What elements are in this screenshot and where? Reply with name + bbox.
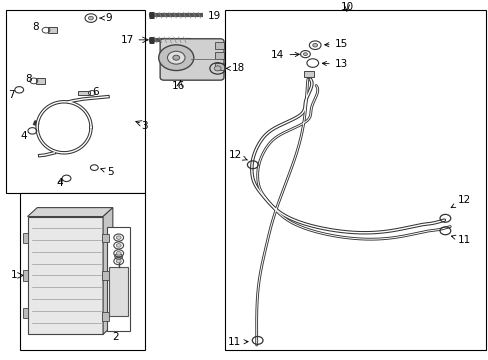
Circle shape [167,51,184,64]
Bar [109,266,128,316]
Circle shape [172,55,179,60]
Bar [22,233,28,243]
Polygon shape [27,216,103,334]
Bar [215,52,224,59]
Text: 15: 15 [324,40,347,49]
Circle shape [116,252,121,255]
Text: 2: 2 [112,332,119,342]
Circle shape [312,44,317,47]
FancyBboxPatch shape [160,39,224,80]
Text: 1: 1 [11,270,18,280]
Circle shape [303,53,307,55]
Bar [36,78,44,84]
Bar [215,42,224,49]
Bar [5,9,144,193]
Bar [304,71,314,77]
Circle shape [214,66,221,71]
Text: 14: 14 [271,50,299,60]
Text: 7: 7 [8,90,15,100]
Polygon shape [27,208,113,216]
Bar [78,91,90,95]
Bar [102,312,109,321]
Bar [102,271,109,280]
Bar [20,193,144,350]
Text: 3: 3 [141,121,147,131]
Bar [22,307,28,318]
Text: 9: 9 [100,13,112,23]
Text: 12: 12 [450,195,470,208]
Text: 12: 12 [228,150,247,160]
Text: 10: 10 [340,2,353,12]
Text: 19: 19 [207,11,221,21]
Text: 4: 4 [57,178,63,188]
Text: 8: 8 [25,74,32,84]
Text: 8: 8 [32,22,39,32]
Text: 11: 11 [227,337,247,347]
Text: 13: 13 [322,59,347,69]
Circle shape [116,244,121,247]
Text: 11: 11 [450,235,470,245]
Text: 16: 16 [172,81,185,91]
Bar [22,270,28,281]
Bar [48,27,57,33]
Text: 4: 4 [21,131,27,141]
Bar [224,9,485,350]
Bar [102,234,109,242]
Polygon shape [103,208,113,334]
Circle shape [158,45,193,71]
Circle shape [116,236,121,239]
Text: 5: 5 [101,167,113,177]
Bar [215,63,224,70]
Circle shape [88,16,93,20]
Text: 17: 17 [121,35,134,45]
Bar [107,227,130,331]
Circle shape [115,254,122,259]
Text: 18: 18 [226,63,245,73]
Circle shape [116,259,121,263]
Text: 6: 6 [92,87,99,96]
